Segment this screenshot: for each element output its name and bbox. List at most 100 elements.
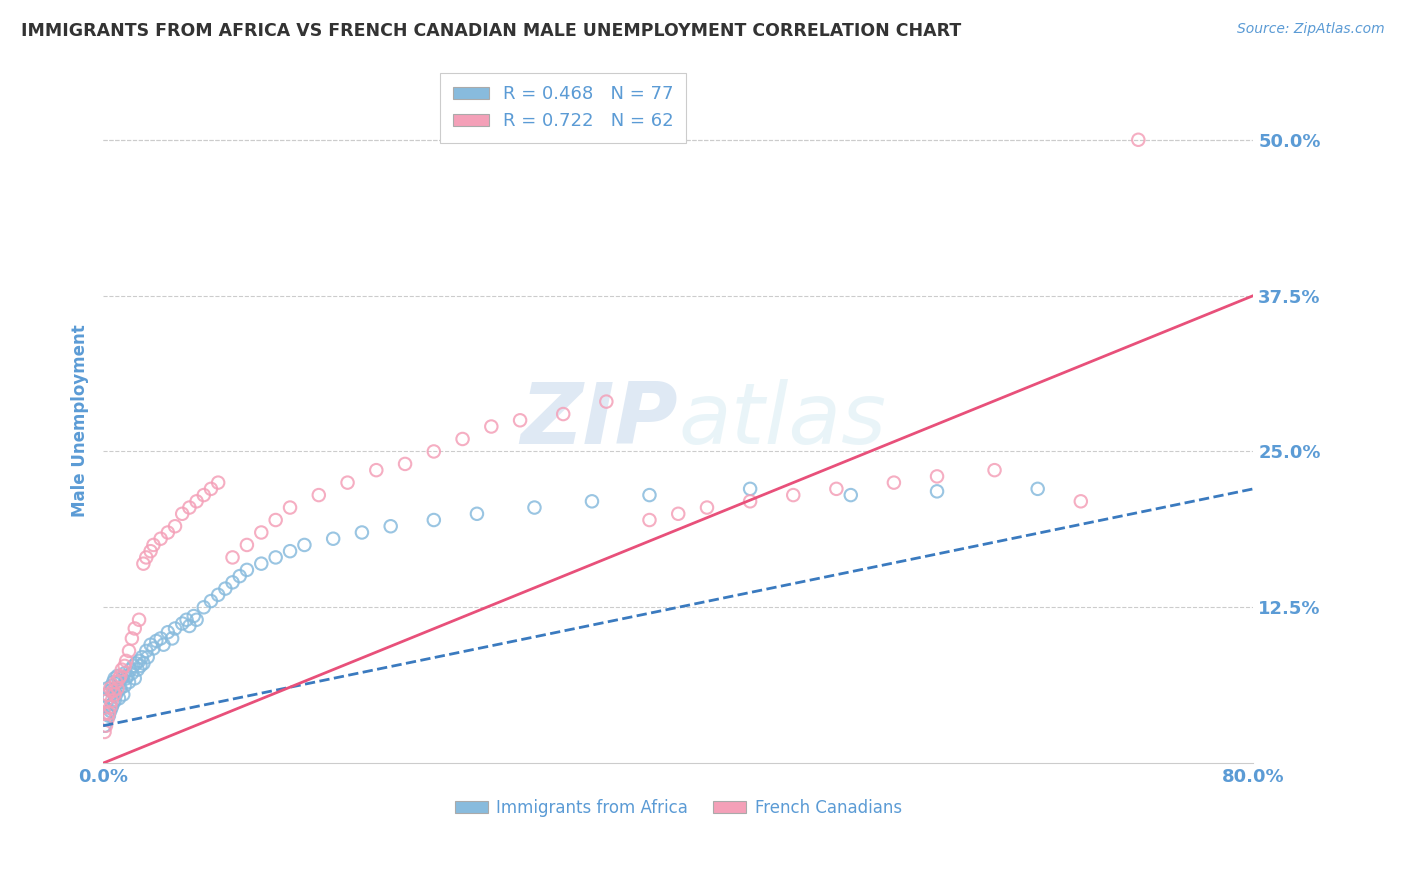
Point	[1026, 482, 1049, 496]
Point	[264, 513, 287, 527]
Point	[183, 609, 205, 624]
Point	[128, 654, 150, 668]
Point	[139, 638, 162, 652]
Point	[125, 657, 148, 671]
Point	[149, 632, 172, 646]
Point	[207, 588, 229, 602]
Point	[740, 482, 762, 496]
Point	[128, 613, 150, 627]
Point	[110, 681, 132, 696]
Point	[107, 681, 129, 696]
Point	[117, 669, 139, 683]
Point	[120, 663, 142, 677]
Point	[105, 675, 128, 690]
Point	[149, 532, 172, 546]
Point	[193, 600, 215, 615]
Point	[93, 719, 115, 733]
Point	[94, 719, 117, 733]
Point	[93, 725, 115, 739]
Point	[509, 413, 531, 427]
Point	[96, 706, 118, 721]
Point	[98, 681, 121, 696]
Point	[105, 688, 128, 702]
Point	[925, 469, 948, 483]
Point	[93, 700, 115, 714]
Point	[152, 638, 174, 652]
Point	[163, 519, 186, 533]
Point	[172, 507, 194, 521]
Point	[127, 663, 149, 677]
Point	[108, 691, 131, 706]
Point	[121, 666, 143, 681]
Point	[825, 482, 848, 496]
Point	[115, 671, 138, 685]
Point	[108, 675, 131, 690]
Point	[114, 666, 136, 681]
Point	[114, 679, 136, 693]
Point	[100, 700, 122, 714]
Point	[107, 669, 129, 683]
Point	[221, 575, 243, 590]
Point	[97, 691, 120, 706]
Point	[135, 644, 157, 658]
Text: ZIP: ZIP	[520, 379, 678, 462]
Point	[100, 694, 122, 708]
Point	[264, 550, 287, 565]
Point	[200, 482, 222, 496]
Point	[983, 463, 1005, 477]
Point	[129, 659, 152, 673]
Point	[160, 632, 183, 646]
Point	[136, 650, 159, 665]
Point	[104, 671, 127, 685]
Point	[380, 519, 402, 533]
Point	[221, 550, 243, 565]
Text: atlas: atlas	[678, 379, 886, 462]
Point	[114, 659, 136, 673]
Point	[350, 525, 373, 540]
Point	[581, 494, 603, 508]
Point	[839, 488, 862, 502]
Point	[423, 513, 446, 527]
Point	[1070, 494, 1092, 508]
Point	[423, 444, 446, 458]
Point	[394, 457, 416, 471]
Point	[103, 675, 125, 690]
Point	[132, 657, 155, 671]
Point	[638, 513, 661, 527]
Point	[103, 683, 125, 698]
Point	[135, 550, 157, 565]
Point	[107, 683, 129, 698]
Point	[696, 500, 718, 515]
Point	[294, 538, 316, 552]
Point	[236, 538, 259, 552]
Point	[118, 675, 141, 690]
Point	[96, 713, 118, 727]
Point	[94, 688, 117, 702]
Point	[1128, 133, 1150, 147]
Point	[250, 557, 273, 571]
Point	[98, 700, 121, 714]
Point	[179, 500, 201, 515]
Point	[103, 696, 125, 710]
Point	[782, 488, 804, 502]
Point	[156, 525, 179, 540]
Point	[236, 563, 259, 577]
Point	[104, 688, 127, 702]
Point	[595, 394, 617, 409]
Point	[451, 432, 474, 446]
Point	[97, 708, 120, 723]
Point	[186, 613, 208, 627]
Point	[115, 654, 138, 668]
Point	[883, 475, 905, 490]
Point	[111, 671, 134, 685]
Point	[176, 613, 198, 627]
Point	[124, 671, 146, 685]
Point	[214, 582, 236, 596]
Point	[131, 650, 153, 665]
Point	[366, 463, 388, 477]
Text: Source: ZipAtlas.com: Source: ZipAtlas.com	[1237, 22, 1385, 37]
Point	[740, 494, 762, 508]
Point	[104, 694, 127, 708]
Point	[336, 475, 359, 490]
Point	[108, 671, 131, 685]
